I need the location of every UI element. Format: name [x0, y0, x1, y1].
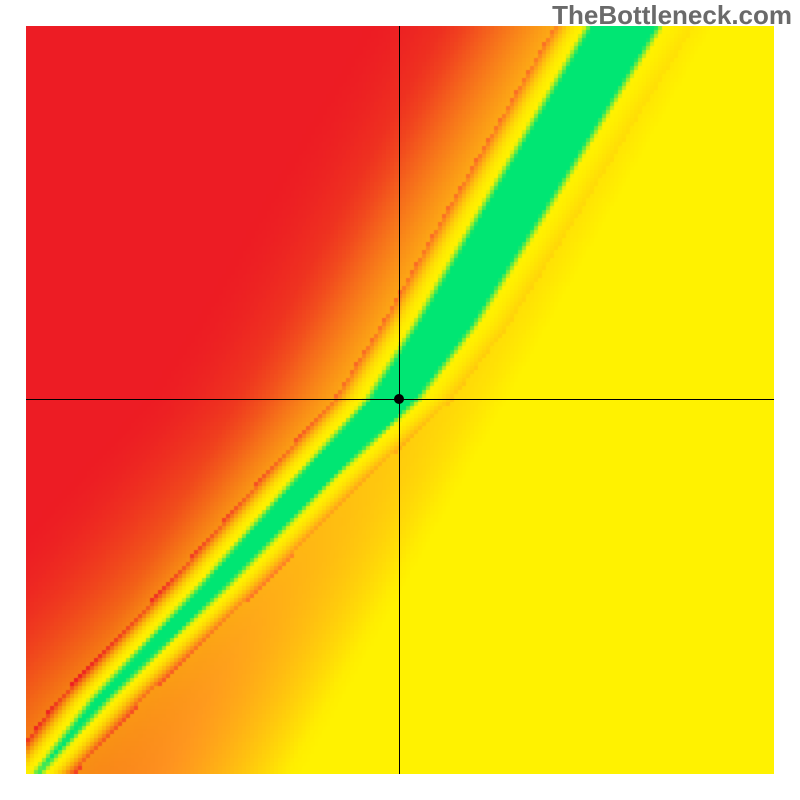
crosshair-marker-dot: [394, 394, 404, 404]
watermark-label: TheBottleneck.com: [552, 0, 792, 31]
chart-root: { "chart": { "type": "heatmap", "plot": …: [0, 0, 800, 800]
